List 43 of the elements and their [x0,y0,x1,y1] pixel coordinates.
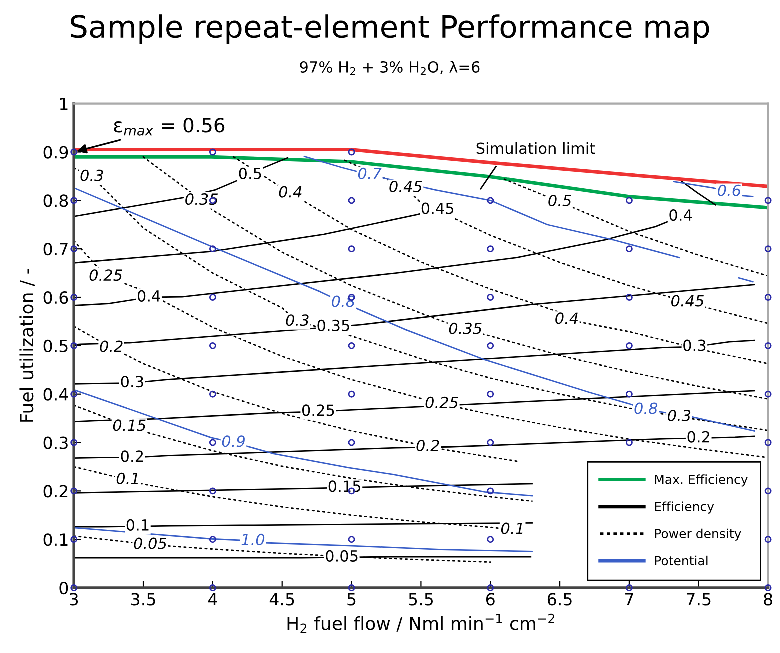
x-tick-label: 5 [348,593,356,606]
y-tick-label: 0.4 [44,388,68,401]
annotation: Simulation limit [476,142,596,154]
annotation: ε$_{max}$ = 0.56 [114,118,225,136]
annotation: 0.05 [134,538,167,550]
x-tick-label: 4.5 [270,593,294,606]
annotation: 0.45 [672,295,704,307]
y-tick-label: 0.2 [44,485,68,498]
annotation: 0.1 [116,472,138,484]
x-tick-label: 3.5 [132,593,156,606]
chart-subtitle: 97% H$_{2}$ + 3% H$_{2}$O, λ=6 [300,61,480,76]
x-tick-label: 6 [486,593,495,606]
annotation: 0.3 [80,170,104,182]
annotation: 0.2 [121,450,144,462]
x-tick-label: 5.5 [409,593,433,606]
y-tick-label: 0.5 [44,340,68,352]
annotation: 0.5 [548,194,572,207]
y-tick-label: 0.3 [44,436,68,450]
y-tick-label: 0 [60,582,68,595]
y-tick-label: 1 [60,98,68,110]
x-tick-label: 4 [208,593,218,606]
x-tick-label: 7 [626,593,634,606]
y-tick-label: 0.1 [44,534,68,546]
annotation: 0.4 [279,186,302,198]
y-tick-label: 0.8 [44,194,68,208]
y-tick-label: 0.9 [44,146,68,159]
chart-title: Sample repeat-element Performance map [71,14,710,44]
x-tick-label: 8 [764,593,772,606]
x-axis-title: H$_{2}$ fuel flow / Nml min$^{−1}$ cm$^{−2}$ [288,614,554,634]
x-tick-label: 3 [70,593,78,606]
legend-label: Potential [655,556,708,566]
x-tick-label: 6.5 [548,593,572,606]
y-tick-label: 0.7 [44,243,68,256]
y-axis-title: Fuel utilization / - [20,269,36,422]
y-tick-label: 0.6 [44,291,68,304]
legend-label: Power density [655,528,742,541]
annotation: 0.4 [670,210,692,222]
annotation: 0.4 [556,312,578,324]
annotation: 0.25 [90,270,122,282]
legend-label: Efficiency [655,502,714,514]
annotation: 0.35 [449,322,482,334]
x-tick-label: 7.5 [686,593,711,606]
legend-label: Max. Efficiency [655,474,748,487]
